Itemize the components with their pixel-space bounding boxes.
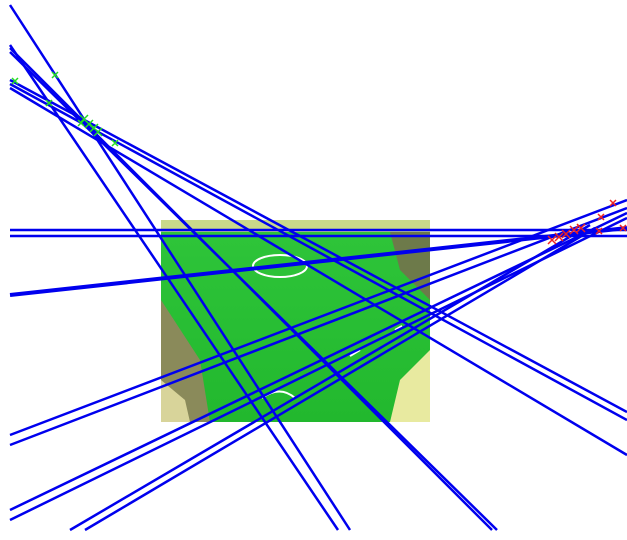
line [8, 4, 352, 531]
field-marking [394, 325, 403, 331]
line [9, 86, 627, 457]
floor-left [161, 380, 190, 422]
green-points [11, 71, 119, 147]
line [84, 226, 596, 532]
red-points [547, 199, 627, 245]
floor-corner [390, 350, 430, 422]
line [9, 206, 627, 447]
line [9, 198, 627, 437]
green-markers [11, 71, 119, 147]
red-markers [547, 199, 627, 245]
field-photo [161, 220, 430, 422]
line [69, 223, 591, 532]
field-marking [349, 349, 361, 357]
line [9, 78, 627, 414]
line [8, 44, 340, 531]
line [9, 216, 627, 522]
